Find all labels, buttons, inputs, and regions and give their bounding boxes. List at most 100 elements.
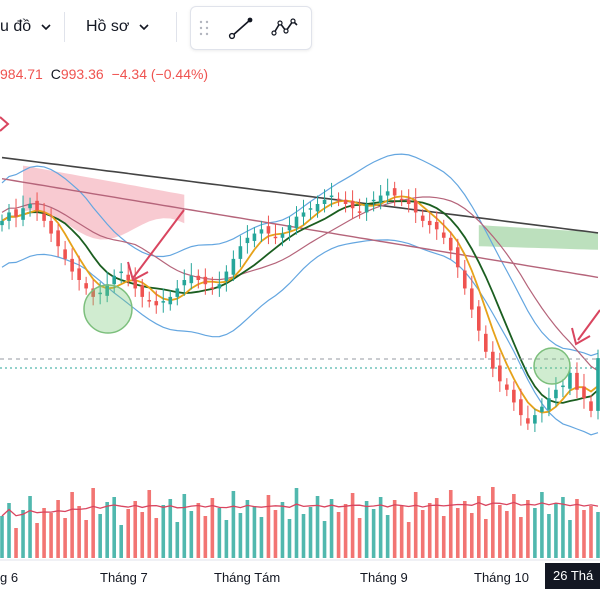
candle <box>477 306 481 331</box>
volume-bar <box>7 503 11 558</box>
low-value: 984.71 <box>0 66 43 82</box>
candle <box>14 209 18 217</box>
volume-bar <box>133 501 138 558</box>
candle <box>343 199 348 204</box>
candle <box>582 386 586 399</box>
volume-bar <box>196 503 201 558</box>
candle <box>63 249 67 259</box>
trend-line-icon[interactable] <box>227 15 255 41</box>
candle <box>56 230 60 247</box>
volume-bar <box>533 508 537 558</box>
volume-bar <box>554 503 558 558</box>
volume-bar <box>21 510 25 558</box>
volume-bar <box>126 509 131 558</box>
candle <box>287 225 292 231</box>
candle <box>105 284 109 296</box>
x-tick-label: Tháng Tám <box>214 570 281 585</box>
candle <box>203 276 208 285</box>
volume-bar <box>301 514 306 558</box>
volume-bar <box>63 518 67 558</box>
annotation-down-arrow <box>571 309 600 346</box>
candle <box>589 401 593 411</box>
candle <box>455 247 460 268</box>
volume-bar <box>224 520 229 558</box>
candle <box>91 288 95 297</box>
volume-bar <box>385 515 390 558</box>
toolbar-divider <box>64 12 65 42</box>
candle <box>554 389 558 399</box>
candles-group <box>0 178 600 432</box>
volume-bar <box>477 496 481 558</box>
candle <box>575 372 579 390</box>
volume-bar <box>392 500 397 558</box>
candle <box>561 385 565 388</box>
candle <box>413 200 418 213</box>
volume-bar <box>505 511 509 558</box>
candle <box>266 226 271 234</box>
volume-ma-line <box>1 501 599 517</box>
volume-bar <box>287 519 292 558</box>
candle <box>126 274 131 280</box>
candle <box>70 258 74 272</box>
volume-bar <box>547 514 551 558</box>
candle <box>7 212 11 221</box>
volume-bar <box>512 494 516 558</box>
candle <box>434 221 439 230</box>
volume-bar <box>582 510 586 558</box>
candle <box>533 415 537 424</box>
drawing-tools-panel <box>190 6 312 50</box>
candle <box>301 212 306 217</box>
volume-bar <box>441 516 446 558</box>
drag-handle-icon[interactable] <box>199 19 209 37</box>
change-percent: (−0.44%) <box>150 66 209 82</box>
volume-bar <box>0 516 4 558</box>
bollinger-upper-band <box>1 153 599 357</box>
volume-bar <box>84 520 88 558</box>
candle <box>196 275 201 280</box>
volume-bar <box>28 496 32 558</box>
volume-bar <box>462 501 467 558</box>
ohlc-legend: 984.71 C993.36 −4.34 (−0.44%) <box>0 66 208 82</box>
candle <box>568 372 572 389</box>
annotation-down-arrow <box>0 116 10 132</box>
volume-bar <box>77 506 81 558</box>
volume-bar <box>70 492 74 558</box>
volume-bar <box>91 488 95 558</box>
path-icon[interactable] <box>271 15 299 41</box>
chart-toolbar: u đồ Hồ sơ <box>0 0 600 54</box>
volume-bar <box>329 499 334 558</box>
volume-bar <box>434 498 439 558</box>
candle <box>315 204 320 212</box>
candle <box>357 211 362 213</box>
volume-bar <box>596 512 600 558</box>
volume-bar <box>14 528 18 558</box>
profile-button[interactable]: Hồ sơ <box>86 14 149 40</box>
candle <box>448 237 453 251</box>
candle <box>245 237 250 244</box>
crosshair-date-badge: 26 Thá <box>545 563 600 589</box>
ma-long-line <box>1 156 599 234</box>
ichimoku-cloud-bull <box>478 225 598 250</box>
annotation-down-arrow <box>127 209 185 282</box>
candle <box>84 283 88 289</box>
volume-bar <box>42 508 46 558</box>
volume-bar <box>217 508 222 558</box>
chart-type-button[interactable]: u đồ <box>0 14 51 40</box>
candle <box>238 246 243 259</box>
volume-bar <box>455 508 460 558</box>
candle <box>28 204 32 209</box>
chart-type-label: u đồ <box>0 18 32 35</box>
volume-bar <box>420 510 425 558</box>
bollinger-lower-band <box>1 239 599 436</box>
change-value: −4.34 <box>111 66 147 82</box>
volume-bar <box>498 505 502 558</box>
volume-bar <box>589 506 593 558</box>
candle <box>273 236 278 239</box>
candle <box>469 288 474 310</box>
candle <box>231 258 236 275</box>
candle <box>498 365 502 382</box>
volume-bar <box>231 491 236 558</box>
candle <box>42 213 46 221</box>
volume-bar <box>238 513 243 558</box>
